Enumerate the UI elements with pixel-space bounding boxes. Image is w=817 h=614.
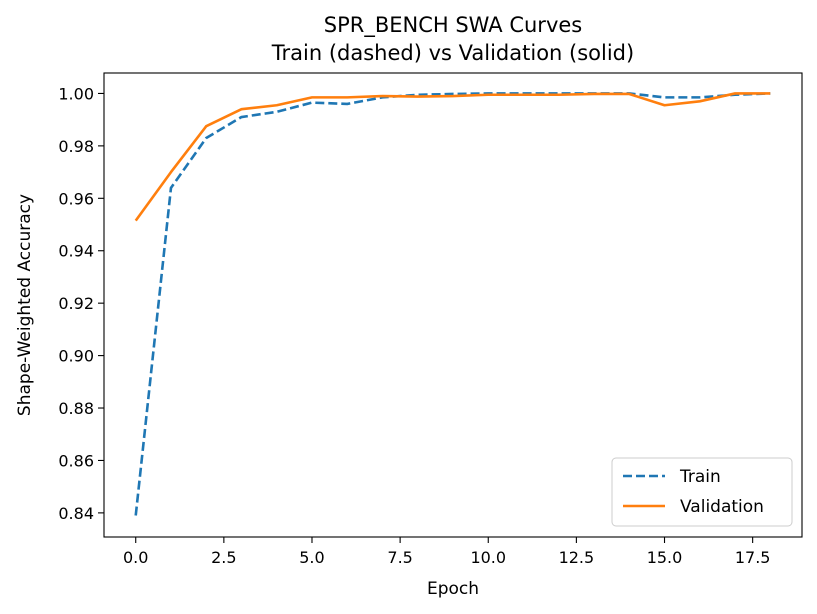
legend-label-train: Train [679, 467, 721, 487]
legend: Train Validation [611, 457, 793, 527]
y-tick-label: 0.88 [58, 399, 94, 418]
x-tick-label: 7.5 [387, 548, 412, 567]
series-layer [134, 92, 771, 516]
y-tick-label: 0.86 [58, 451, 94, 470]
y-tick-label: 0.92 [58, 294, 94, 313]
x-tick-label: 5.0 [299, 548, 324, 567]
x-axis-label: Epoch [427, 579, 479, 599]
x-tick-label: 0.0 [123, 548, 148, 567]
x-axis-ticks: 0.0 2.5 5.0 7.5 10.0 12.5 15.0 17.5 [123, 537, 770, 567]
series-line-validation [134, 92, 771, 222]
series-line-train [134, 92, 771, 516]
x-tick-label: 12.5 [559, 548, 595, 567]
chart-title: SPR_BENCH SWA Curves [324, 13, 582, 38]
x-tick-label: 10.0 [470, 548, 506, 567]
legend-label-validation: Validation [680, 497, 764, 517]
y-tick-label: 0.96 [58, 189, 94, 208]
x-tick-label: 2.5 [211, 548, 236, 567]
y-tick-label: 0.94 [58, 242, 94, 261]
y-tick-label: 0.90 [58, 347, 94, 366]
axes-frame [103, 72, 803, 538]
y-tick-label: 1.00 [58, 84, 94, 103]
y-tick-label: 0.98 [58, 137, 94, 156]
y-axis-ticks: 0.84 0.86 0.88 0.90 0.92 0.94 0.96 0.98 1.00 [58, 84, 104, 523]
chart-subtitle: Train (dashed) vs Validation (solid) [271, 41, 634, 65]
y-tick-label: 0.84 [58, 504, 94, 523]
x-tick-label: 15.0 [647, 548, 683, 567]
x-tick-label: 17.5 [735, 548, 771, 567]
y-axis-label: Shape-Weighted Accuracy [15, 194, 35, 416]
